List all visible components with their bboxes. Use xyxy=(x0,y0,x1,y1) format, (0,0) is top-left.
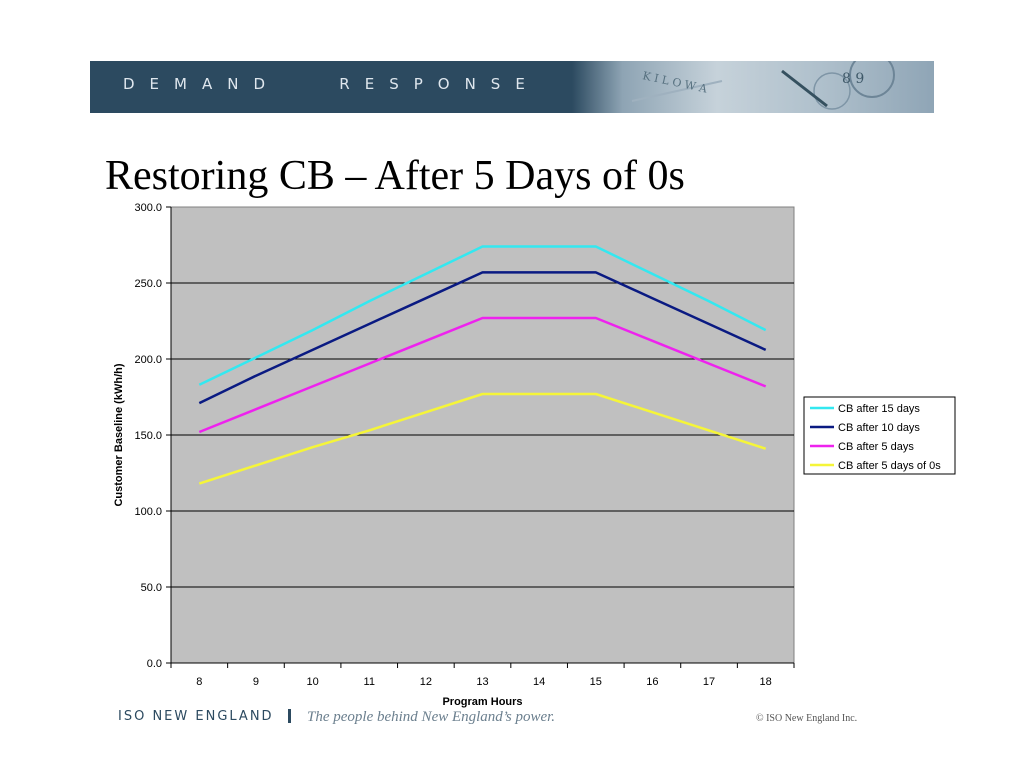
legend-label-3: CB after 5 days xyxy=(838,441,914,453)
svg-text:8 9: 8 9 xyxy=(842,71,864,87)
legend-label-4: CB after 5 days of 0s xyxy=(838,460,941,472)
x-tick-label: 16 xyxy=(646,676,658,688)
x-tick-label: 12 xyxy=(420,676,432,688)
x-tick-label: 14 xyxy=(533,676,545,688)
x-tick-label: 15 xyxy=(590,676,602,688)
x-tick-label: 9 xyxy=(253,676,259,688)
series-line-2 xyxy=(198,271,767,405)
x-tick-label: 13 xyxy=(476,676,488,688)
legend-label-1: CB after 15 days xyxy=(838,403,920,415)
x-tick-label: 18 xyxy=(760,676,772,688)
footer-copyright: © ISO New England Inc. xyxy=(756,713,858,724)
y-tick-label: 300.0 xyxy=(134,202,162,214)
header-banner: DEMAND RESPONSE K I L O W A 8 9 xyxy=(90,61,934,113)
kilowatt-meter-image: K I L O W A 8 9 xyxy=(572,61,934,113)
meter-dial-graphic: K I L O W A 8 9 xyxy=(631,61,895,110)
y-tick-label: 50.0 xyxy=(141,582,162,594)
y-tick-label: 100.0 xyxy=(134,506,162,518)
footer-tagline: The people behind New England’s power. xyxy=(307,709,556,725)
y-tick-label: 150.0 xyxy=(134,430,162,442)
x-tick-label: 8 xyxy=(196,676,202,688)
footer-divider xyxy=(288,709,291,723)
x-axis-title: Program Hours xyxy=(442,696,522,708)
y-axis-title: Customer Baseline (kWh/h) xyxy=(113,363,125,506)
y-tick-label: 0.0 xyxy=(147,658,162,670)
slide-title: Restoring CB – After 5 Days of 0s xyxy=(105,153,685,199)
x-tick-label: 17 xyxy=(703,676,715,688)
banner-label: DEMAND RESPONSE xyxy=(123,75,540,93)
footer-org-name: ISO NEW ENGLAND xyxy=(118,709,274,724)
x-tick-label: 11 xyxy=(364,676,375,688)
legend-label-2: CB after 10 days xyxy=(838,422,920,434)
x-tick-label: 10 xyxy=(306,676,318,688)
y-tick-label: 200.0 xyxy=(134,354,162,366)
series-line-4 xyxy=(198,392,767,485)
y-tick-label: 250.0 xyxy=(134,278,162,290)
legend xyxy=(803,396,956,475)
series-line-1 xyxy=(198,245,767,386)
series-line-3 xyxy=(198,316,767,434)
